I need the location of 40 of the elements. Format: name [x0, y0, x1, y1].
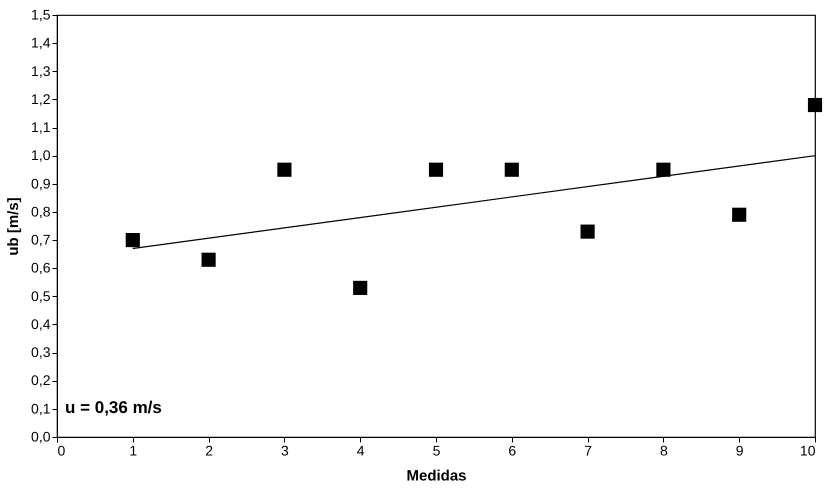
y-tick-label: 0,1 [31, 400, 51, 416]
point [126, 232, 140, 248]
y-axis-title: ub [m/s] [5, 197, 22, 256]
x-tick-label: 8 [660, 442, 668, 458]
x-tick-label: 2 [205, 442, 214, 458]
x-tick-label: 0 [58, 442, 66, 458]
y-tick-label: 1,4 [31, 34, 51, 51]
y-tick-label: 1,2 [31, 90, 51, 107]
y-tick-label: 0,2 [31, 372, 51, 388]
y-tick-label: 0,0 [31, 428, 51, 444]
point [808, 98, 822, 112]
y-tick-label: 0,8 [31, 203, 51, 220]
point [732, 208, 746, 222]
x-tick-label: 7 [584, 442, 592, 458]
point [202, 252, 216, 267]
y-tick-label: 1,0 [31, 147, 51, 164]
annotation: u = 0,36 m/s [65, 398, 162, 417]
point [504, 162, 519, 177]
point [353, 280, 368, 295]
point [428, 162, 444, 177]
point [580, 224, 595, 239]
x-tick-label: 5 [432, 442, 441, 458]
y-tick-label: 0,5 [31, 288, 51, 304]
y-tick-label: 0,6 [31, 260, 51, 276]
x-tick-label: 3 [281, 442, 289, 458]
x-tick-label: 4 [356, 442, 365, 458]
x-axis-title: Medidas [406, 468, 467, 484]
y-tick-label: 0,7 [31, 232, 51, 248]
y-tick-label: 1,3 [31, 62, 51, 79]
y-tick-label: 0,3 [31, 344, 51, 360]
point [656, 162, 670, 177]
x-tick-label: 9 [736, 442, 744, 458]
y-tick-label: 0,4 [31, 316, 51, 332]
y-tick-label: 1,5 [31, 6, 51, 22]
point [277, 162, 292, 177]
y-tick-label: 0,9 [31, 175, 51, 192]
x-tick-label: 10 [800, 442, 816, 458]
y-tick-label: 1,1 [31, 119, 51, 136]
x-tick-label: 6 [508, 442, 516, 458]
x-tick-label: 1 [129, 442, 138, 458]
